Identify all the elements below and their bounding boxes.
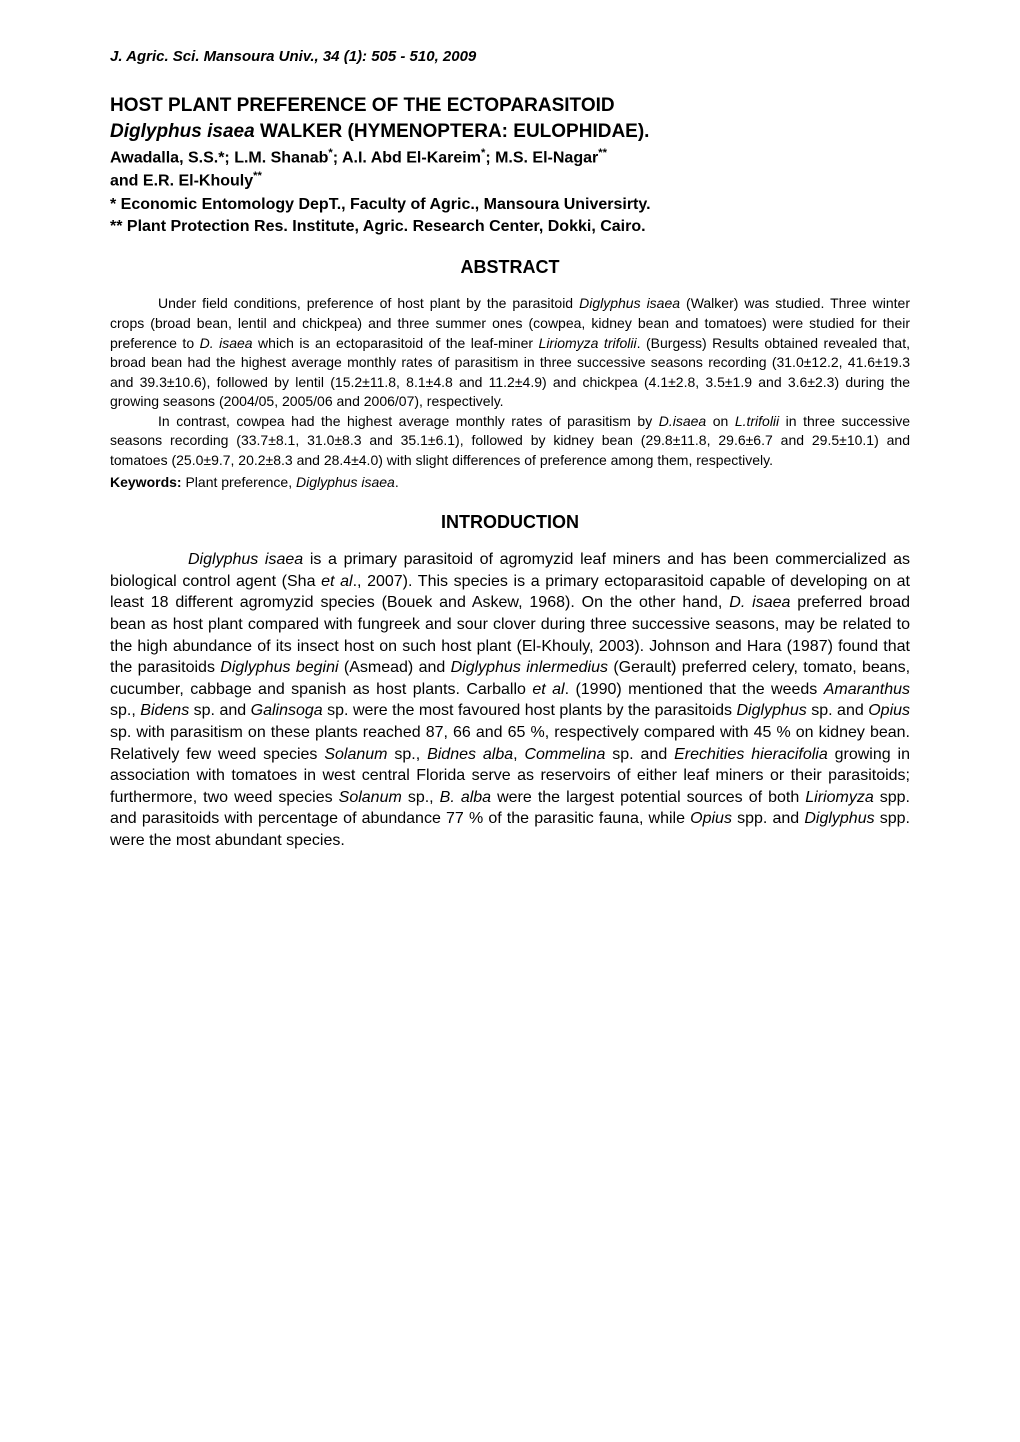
intro-q: sp., (402, 789, 440, 806)
intro-r: were the largest potential sources of bo… (491, 789, 805, 806)
intro-o: sp. and (605, 746, 674, 763)
intro-j: sp. were the most favoured host plants b… (323, 702, 737, 719)
intro-i7: Amaranthus (824, 681, 910, 698)
intro-i6: et al (532, 681, 564, 698)
abstract-p1-a: Under field conditions, preference of ho… (158, 295, 579, 311)
authors-mid2: ; M.S. El-Nagar (485, 150, 598, 167)
intro-i17: B. alba (440, 789, 491, 806)
author-sup3: ** (598, 147, 607, 159)
abstract-header: ABSTRACT (110, 257, 910, 278)
keywords-text-i: Diglyphus isaea (296, 474, 395, 490)
intro-i19: Opius (690, 810, 732, 827)
title-line2-rest: WALKER (HYMENOPTERA: EULOPHIDAE). (255, 121, 650, 142)
intro-g: sp., (110, 702, 140, 719)
intro-k: sp. and (807, 702, 868, 719)
intro-i3: D. isaea (729, 594, 790, 611)
abstract-p1-i1: Diglyphus isaea (579, 295, 680, 311)
intro-n: , (513, 746, 524, 763)
keywords: Keywords: Plant preference, Diglyphus is… (110, 473, 910, 493)
intro-h: sp. and (189, 702, 250, 719)
keywords-text-a: Plant preference, (182, 474, 296, 490)
abstract-paragraph-2: In contrast, cowpea had the highest aver… (110, 412, 910, 471)
intro-i10: Diglyphus (737, 702, 807, 719)
keywords-text-b: . (395, 474, 399, 490)
intro-d: (Asmead) and (339, 659, 451, 676)
intro-i11: Opius (868, 702, 910, 719)
intro-i9: Galinsoga (251, 702, 323, 719)
abstract-paragraph-1: Under field conditions, preference of ho… (110, 294, 910, 412)
abstract-p2-i2: L.trifolii (735, 413, 779, 429)
abstract-p2-b: on (706, 413, 735, 429)
intro-m: sp., (387, 746, 427, 763)
introduction-header: INTRODUCTION (110, 512, 910, 533)
intro-i1: Diglyphus isaea (188, 551, 303, 568)
affiliation-2: ** Plant Protection Res. Institute, Agri… (110, 216, 910, 238)
intro-i18: Liriomyza (805, 789, 873, 806)
intro-i4: Diglyphus begini (220, 659, 338, 676)
intro-i2: et al (321, 573, 352, 590)
title-line1: HOST PLANT PREFERENCE OF THE ECTOPARASIT… (110, 95, 615, 116)
intro-i8: Bidens (140, 702, 189, 719)
abstract-p1-c: which is an ectoparasitoid of the leaf-m… (253, 335, 539, 351)
journal-reference: J. Agric. Sci. Mansoura Univ., 34 (1): 5… (110, 48, 910, 65)
authors: Awadalla, S.S.*; L.M. Shanab*; A.I. Abd … (110, 146, 910, 192)
abstract-p1-i3: Liriomyza trifolii (539, 335, 637, 351)
intro-i14: Commelina (524, 746, 605, 763)
intro-i16: Solanum (339, 789, 402, 806)
keywords-label: Keywords: (110, 474, 182, 490)
authors-part1: Awadalla, S.S.*; L.M. Shanab (110, 150, 328, 167)
intro-i20: Diglyphus (804, 810, 874, 827)
introduction-paragraph: Diglyphus isaea is a primary parasitoid … (110, 549, 910, 851)
title-species: Diglyphus isaea (110, 121, 255, 142)
intro-i13: Bidnes alba (427, 746, 513, 763)
abstract-p2-i1: D.isaea (659, 413, 706, 429)
authors-mid1: ; A.I. Abd El-Kareim (333, 150, 481, 167)
intro-i15: Erechities hieracifolia (674, 746, 828, 763)
intro-i5: Diglyphus inlermedius (451, 659, 608, 676)
paper-title: HOST PLANT PREFERENCE OF THE ECTOPARASIT… (110, 93, 910, 144)
abstract-p1-i2: D. isaea (200, 335, 253, 351)
authors-line2: and E.R. El-Khouly (110, 173, 253, 190)
abstract-p2-a: In contrast, cowpea had the highest aver… (158, 413, 659, 429)
intro-t: spp. and (732, 810, 804, 827)
affiliations: * Economic Entomology DepT., Faculty of … (110, 194, 910, 237)
intro-f: . (1990) mentioned that the weeds (565, 681, 824, 698)
author-sup4: ** (253, 170, 262, 182)
affiliation-1: * Economic Entomology DepT., Faculty of … (110, 194, 910, 216)
intro-i12: Solanum (324, 746, 387, 763)
